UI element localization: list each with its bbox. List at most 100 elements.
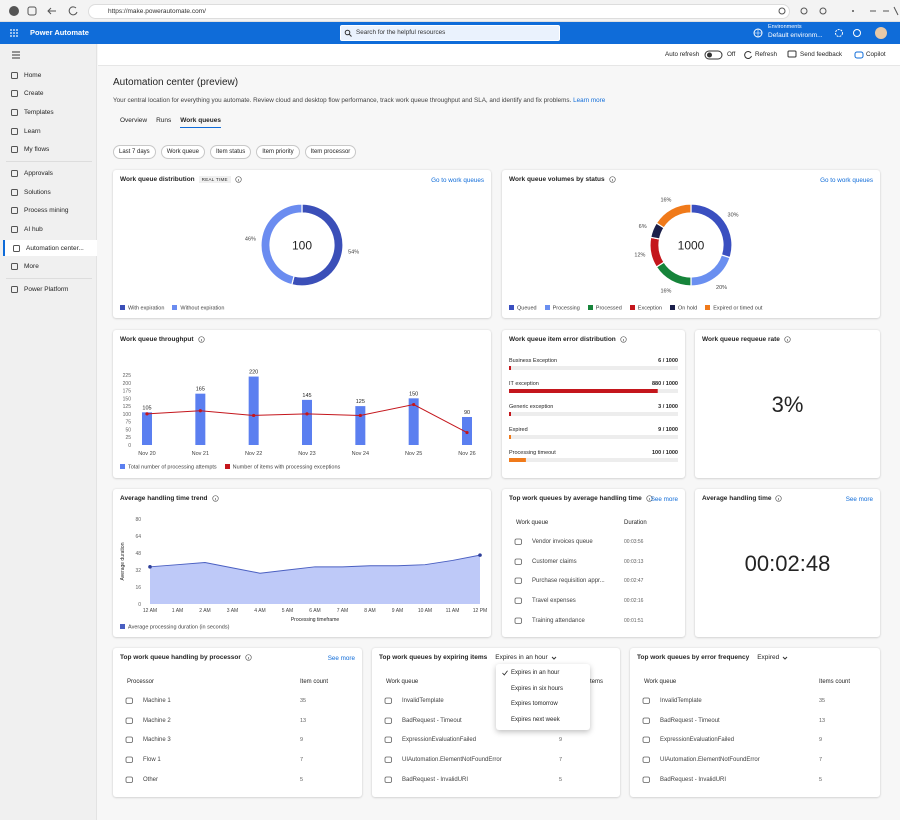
nav-item[interactable]: Templates xyxy=(3,104,97,120)
nav-label: Create xyxy=(24,89,44,97)
dropdown[interactable]: Expired xyxy=(757,654,788,661)
menu-option[interactable]: Expires in six hours xyxy=(511,685,564,692)
filter-pill[interactable]: Item status xyxy=(209,145,252,159)
row-name[interactable]: InvalidTemplate xyxy=(660,698,702,704)
nav-item[interactable]: AI hub xyxy=(3,221,97,237)
card-link[interactable]: See more xyxy=(327,655,355,662)
donut-segment xyxy=(690,254,731,287)
nav-item[interactable]: Automation center... xyxy=(3,240,97,256)
favorites[interactable] xyxy=(800,7,808,15)
collapse-nav[interactable] xyxy=(11,51,21,59)
row-name[interactable]: Machine 2 xyxy=(143,717,171,724)
reload[interactable] xyxy=(68,6,78,16)
nav-item[interactable]: Create xyxy=(3,85,97,101)
row-name[interactable]: Machine 1 xyxy=(143,698,171,704)
bar xyxy=(248,376,259,445)
data-label: 125 xyxy=(356,399,365,405)
row-name[interactable]: ExpressionEvaluationFailed xyxy=(402,737,477,744)
row-name[interactable]: BadRequest - Timeout xyxy=(402,717,462,724)
chevron-path xyxy=(551,656,556,660)
tab[interactable]: Work queues xyxy=(180,117,221,128)
card-link[interactable]: See more xyxy=(845,496,873,503)
learn-more[interactable]: Learn more xyxy=(573,97,606,104)
info-icon xyxy=(646,495,653,502)
help[interactable] xyxy=(853,29,861,37)
x-tick-label: 4 AM xyxy=(254,608,265,614)
address-bar[interactable]: https://make.powerautomate.com/ xyxy=(88,4,790,19)
filter-pill[interactable]: Item processor xyxy=(304,145,357,159)
nav-item[interactable]: Approvals xyxy=(3,165,97,181)
nav-item[interactable]: My flows xyxy=(3,141,97,157)
profile[interactable] xyxy=(9,6,19,16)
row-icon xyxy=(125,756,133,763)
legend-item: With expiration xyxy=(120,305,164,312)
row-name[interactable]: Purchase requisition appr... xyxy=(532,578,605,585)
refresh[interactable]: Refresh xyxy=(755,51,778,58)
row-name[interactable]: BadRequest - InvalidURI xyxy=(402,776,469,783)
row-name[interactable]: UIAutomation.ElementNotFoundError xyxy=(402,757,502,764)
card-link[interactable]: Go to work queues xyxy=(820,177,873,184)
nav-item[interactable]: Power Platform xyxy=(3,281,97,297)
nav-item[interactable]: Solutions xyxy=(3,184,97,200)
environment-icon xyxy=(753,28,763,38)
dropdown[interactable]: Expires in an hour xyxy=(495,654,556,661)
copilot[interactable]: Copilot xyxy=(866,51,886,58)
card-link[interactable]: Go to work queues xyxy=(431,177,484,184)
tabs-button[interactable] xyxy=(27,6,37,16)
waffle[interactable] xyxy=(0,22,30,44)
row-name[interactable]: ExpressionEvaluationFailed xyxy=(660,737,735,744)
row-name[interactable]: UIAutomation.ElementNotFoundError xyxy=(660,757,760,764)
avatar[interactable] xyxy=(875,27,887,39)
donut-segment xyxy=(260,203,303,286)
nav-item[interactable]: Learn xyxy=(3,123,97,139)
row-name[interactable]: Customer claims xyxy=(532,558,577,565)
legend-swatch xyxy=(544,305,550,310)
filter-pill[interactable]: Item priority xyxy=(256,145,300,159)
row-name[interactable]: Flow 1 xyxy=(143,757,161,764)
favorite[interactable] xyxy=(778,7,786,15)
send-feedback[interactable]: Send feedback xyxy=(800,51,843,58)
more[interactable] xyxy=(852,10,854,12)
search-box[interactable]: Search for the helpful resources xyxy=(340,25,560,41)
legend-swatch xyxy=(224,464,230,469)
row-name[interactable]: Machine 3 xyxy=(143,737,171,744)
legend-item: Exception xyxy=(629,305,662,312)
settings[interactable] xyxy=(835,29,843,37)
row-name[interactable]: Travel expenses xyxy=(532,598,576,605)
legend-label: On hold xyxy=(677,305,698,312)
menu-option[interactable]: Expires next week xyxy=(511,717,560,724)
y-tick-label: 150 xyxy=(123,396,132,402)
toggle[interactable] xyxy=(704,49,724,61)
row-name[interactable]: Vendor invoices queue xyxy=(532,539,593,545)
row-name[interactable]: BadRequest - Timeout xyxy=(660,717,720,724)
tab[interactable]: Overview xyxy=(120,117,148,124)
row-name[interactable]: Training attendance xyxy=(532,617,585,624)
collections[interactable] xyxy=(819,7,827,15)
menu-option[interactable]: Expires in an hour xyxy=(511,670,560,676)
nav-item[interactable]: More xyxy=(3,258,97,274)
environment-name[interactable]: Default environm... xyxy=(768,32,823,39)
menu-option[interactable]: Expires tomorrow xyxy=(511,701,558,708)
info-icon xyxy=(245,654,252,661)
window-controls[interactable] xyxy=(870,6,899,16)
card-link[interactable]: See more xyxy=(650,496,678,503)
row-value: 7 xyxy=(300,757,304,764)
tab[interactable]: Runs xyxy=(156,117,172,124)
row-name[interactable]: BadRequest - InvalidURI xyxy=(660,776,727,783)
progress-bar xyxy=(509,389,658,393)
kpi-value: 00:02:48 xyxy=(744,551,831,576)
column-header: Items count xyxy=(819,679,851,685)
filter-pill[interactable]: Work queue xyxy=(160,145,205,159)
back[interactable] xyxy=(47,7,56,15)
nav-label: Solutions xyxy=(24,188,51,196)
row-name[interactable]: Other xyxy=(143,776,159,783)
filter-pill[interactable]: Last 7 days xyxy=(113,145,156,159)
browser-controls xyxy=(9,6,78,16)
row-name[interactable]: InvalidTemplate xyxy=(402,698,444,704)
legend-item: Without expiration xyxy=(172,305,224,312)
nav-item[interactable]: Home xyxy=(3,67,97,83)
data-label: 145 xyxy=(302,393,311,399)
card-header: Work queue item error distribution xyxy=(509,336,627,343)
card-header: Work queue distribution REAL TIME xyxy=(120,176,242,183)
nav-item[interactable]: Process mining xyxy=(3,202,97,218)
